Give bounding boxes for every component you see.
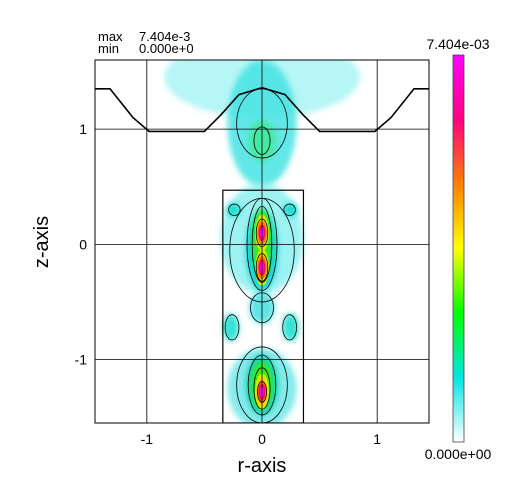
y-tick-label: 1 — [79, 121, 87, 137]
y-tick-label: -1 — [75, 352, 88, 368]
colorbar — [452, 54, 465, 443]
tick-labels: -1 0 1 1 0 -1 — [75, 121, 382, 447]
max-value: 7.404e-3 — [139, 29, 191, 44]
contour — [283, 203, 296, 216]
x-tick-label: 0 — [258, 431, 266, 447]
grid-lines — [95, 60, 429, 423]
heat-region — [282, 313, 299, 342]
heat-region — [222, 313, 239, 342]
min-value: 0.000e+0 — [139, 41, 194, 56]
y-axis-label: z-axis — [31, 216, 53, 268]
boundary-geometry — [95, 86, 429, 423]
plot-frame — [94, 59, 430, 424]
colorbar-min-label: 0.000e+00 — [425, 446, 492, 462]
y-tick-label: 0 — [79, 236, 87, 252]
x-tick-label: -1 — [141, 431, 154, 447]
max-label: max — [98, 29, 123, 44]
inner-rectangle — [222, 189, 305, 423]
boundary-curve — [95, 86, 429, 133]
min-label: min — [98, 41, 119, 56]
contour — [224, 314, 240, 341]
colorbar-max-label: 7.404e-03 — [426, 36, 489, 52]
x-tick-label: 1 — [373, 431, 381, 447]
contour — [282, 314, 297, 341]
contour — [228, 203, 241, 216]
x-axis-label: r-axis — [238, 455, 287, 477]
